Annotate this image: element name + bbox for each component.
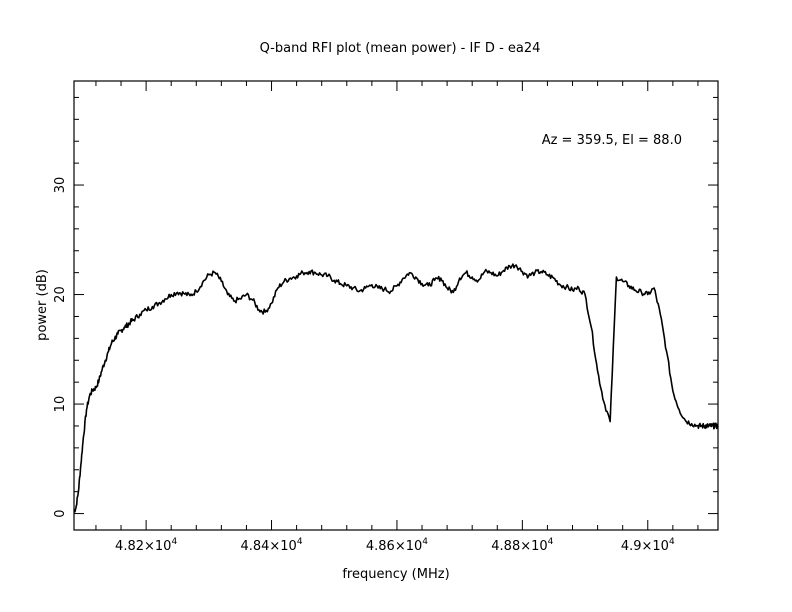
power-series-line: [73, 263, 719, 513]
axis-tick-labels: 4.82×104 4.84×104 4.86×104 4.88×104 4.9×104 0…: [53, 177, 675, 554]
y-axis-label: power (dB): [35, 269, 50, 341]
chart-title: Q-band RFI plot (mean power) - IF D - ea…: [260, 41, 541, 56]
x-axis-label: frequency (MHz): [342, 567, 449, 582]
x-tick-label: 4.82×104: [115, 537, 177, 554]
axis-ticks: [74, 81, 718, 530]
y-tick-label: 30: [53, 177, 68, 194]
x-tick-label: 4.88×104: [491, 537, 553, 554]
x-tick-label: 4.84×104: [240, 537, 302, 554]
x-tick-label: 4.86×104: [366, 537, 428, 554]
y-tick-label: 0: [53, 509, 68, 517]
x-tick-label: 4.9×104: [621, 537, 675, 554]
az-el-annotation: Az = 359.5, El = 88.0: [542, 133, 682, 148]
plot-frame: [73, 80, 719, 531]
y-tick-label: 10: [53, 396, 68, 413]
y-tick-label: 20: [53, 286, 68, 303]
